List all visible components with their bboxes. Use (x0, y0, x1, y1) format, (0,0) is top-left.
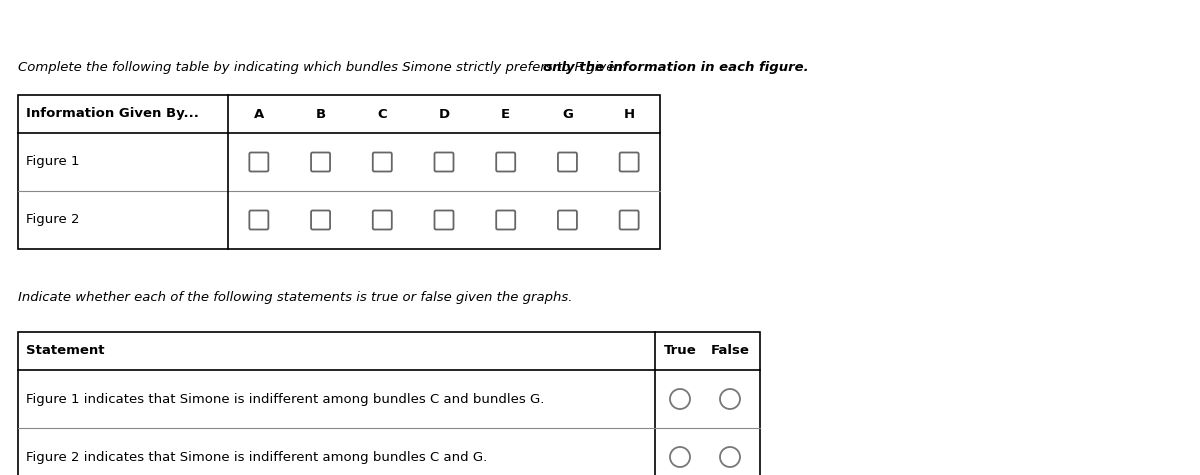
FancyBboxPatch shape (311, 152, 330, 171)
FancyBboxPatch shape (250, 210, 269, 229)
FancyBboxPatch shape (434, 152, 454, 171)
Text: C: C (378, 107, 388, 121)
Circle shape (670, 447, 690, 467)
Text: Information Given By...: Information Given By... (26, 107, 199, 121)
Text: Figure 1 indicates that Simone is indifferent among bundles C and bundles G.: Figure 1 indicates that Simone is indiff… (26, 392, 545, 406)
Text: Figure 2 indicates that Simone is indifferent among bundles C and G.: Figure 2 indicates that Simone is indiff… (26, 450, 487, 464)
FancyBboxPatch shape (558, 210, 577, 229)
Text: B: B (316, 107, 325, 121)
Bar (18, 332, 760, 475)
Circle shape (720, 389, 740, 409)
Text: Figure 1: Figure 1 (26, 155, 79, 169)
Circle shape (670, 389, 690, 409)
Circle shape (720, 447, 740, 467)
Text: E: E (502, 107, 510, 121)
FancyBboxPatch shape (373, 152, 391, 171)
Text: Indicate whether each of the following statements is true or false given the gra: Indicate whether each of the following s… (18, 292, 572, 304)
Text: only the information in each figure.: only the information in each figure. (542, 61, 809, 75)
Text: False: False (710, 344, 750, 358)
FancyBboxPatch shape (373, 210, 391, 229)
FancyBboxPatch shape (250, 152, 269, 171)
Text: D: D (438, 107, 450, 121)
Text: Statement: Statement (26, 344, 104, 358)
FancyBboxPatch shape (619, 210, 638, 229)
Text: True: True (664, 344, 696, 358)
Text: A: A (253, 107, 264, 121)
Text: Figure 2: Figure 2 (26, 213, 79, 227)
FancyBboxPatch shape (497, 210, 515, 229)
FancyBboxPatch shape (619, 152, 638, 171)
Text: H: H (624, 107, 635, 121)
FancyBboxPatch shape (558, 152, 577, 171)
Text: Complete the following table by indicating which bundles Simone strictly prefers: Complete the following table by indicati… (18, 61, 628, 75)
Bar (18, 95, 660, 249)
FancyBboxPatch shape (434, 210, 454, 229)
FancyBboxPatch shape (497, 152, 515, 171)
FancyBboxPatch shape (311, 210, 330, 229)
Text: G: G (562, 107, 572, 121)
